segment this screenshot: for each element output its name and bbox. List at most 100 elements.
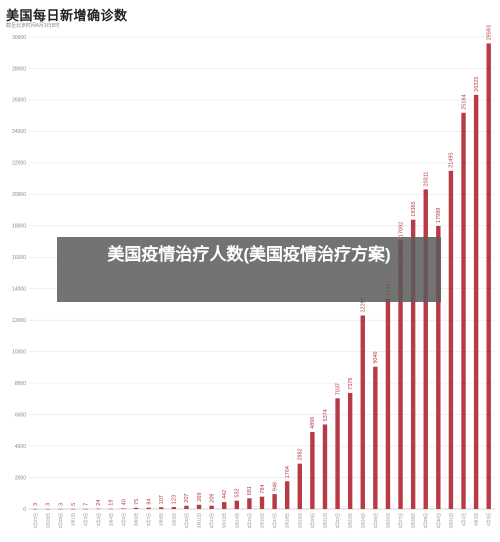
bar — [70, 508, 76, 510]
bar — [146, 507, 151, 509]
bar — [448, 170, 454, 509]
bar — [159, 507, 164, 509]
x-tick-label: 3月22日 — [335, 513, 341, 528]
chart-subtitle: 截至北京时间4月3日8时 — [6, 23, 60, 29]
x-tick-label: 4月1日 — [461, 513, 467, 526]
data-label: 17092 — [398, 222, 404, 237]
y-tick-label: 28000 — [12, 66, 26, 72]
x-tick-label: 3月24日 — [360, 513, 366, 528]
data-label: 25184 — [461, 94, 467, 109]
x-tick-label: 3月31日 — [448, 513, 454, 528]
data-label: 207 — [184, 494, 190, 503]
y-tick-label: 16000 — [12, 255, 26, 261]
x-tick-label: 3月7日 — [146, 513, 152, 526]
data-label: 5 — [71, 503, 77, 506]
bar — [247, 498, 252, 509]
y-tick-label: 10000 — [12, 349, 26, 355]
data-label: 107 — [159, 495, 165, 504]
bar — [133, 507, 139, 509]
x-tick-label: 3月20日 — [310, 513, 316, 528]
x-tick-label: 2月28日 — [45, 513, 51, 528]
x-tick-label: 4月3日 — [486, 513, 492, 526]
bar — [184, 505, 189, 509]
data-label: 19 — [109, 500, 115, 506]
bar — [461, 112, 466, 510]
data-label: 5374 — [323, 409, 329, 421]
data-label: 123 — [172, 495, 178, 504]
bar — [45, 508, 51, 510]
y-tick-label: 6000 — [15, 412, 26, 418]
bar — [373, 366, 378, 509]
data-label: 40 — [121, 499, 127, 505]
x-tick-label: 3月28日 — [411, 513, 417, 528]
data-label: 269 — [197, 493, 203, 502]
x-tick-label: 3月15日 — [247, 513, 253, 528]
bar — [410, 219, 416, 509]
data-label: 3 — [58, 503, 64, 506]
bar — [423, 189, 428, 510]
bar — [398, 240, 403, 509]
x-tick-label: 3月1日 — [71, 513, 77, 526]
data-label: 17989 — [436, 208, 442, 223]
x-tick-label: 3月12日 — [209, 513, 215, 528]
x-tick-label: 3月17日 — [272, 513, 278, 528]
x-tick-label: 4月2日 — [474, 513, 480, 526]
bar — [360, 315, 365, 509]
bar — [58, 508, 63, 510]
x-tick-label: 3月29日 — [423, 513, 429, 528]
bar — [83, 508, 88, 510]
bar — [108, 508, 114, 510]
caption-text: 美国疫情治疗人数(美国疫情治疗方案) — [107, 245, 391, 264]
data-label: 21495 — [449, 153, 455, 168]
x-tick-label: 3月2日 — [83, 513, 89, 526]
y-tick-label: 18000 — [12, 224, 26, 230]
data-label: 20311 — [424, 172, 430, 187]
bar — [347, 392, 353, 509]
x-tick-label: 3月8日 — [159, 513, 165, 526]
data-label: 3 — [33, 503, 39, 506]
data-label: 946 — [272, 482, 278, 491]
bar — [272, 494, 277, 509]
data-label: 7037 — [335, 383, 341, 395]
bar — [121, 508, 126, 509]
x-tick-label: 2月27日 — [33, 513, 39, 528]
data-label: 681 — [247, 486, 253, 495]
y-tick-label: 22000 — [12, 161, 26, 167]
data-label: 4896 — [310, 417, 316, 429]
x-tick-label: 3月13日 — [222, 513, 228, 528]
chart-title: 美国每日新增确诊数 — [6, 8, 128, 23]
bar — [310, 431, 315, 509]
data-label: 1764 — [285, 466, 291, 478]
data-label: 24 — [96, 499, 102, 505]
x-tick-label: 3月5日 — [121, 513, 127, 526]
bar — [209, 505, 214, 509]
x-tick-label: 3月19日 — [297, 513, 303, 528]
data-label: 18385 — [411, 201, 417, 216]
data-label: 2882 — [298, 448, 304, 460]
bar — [222, 502, 227, 509]
bar — [335, 398, 340, 509]
data-label: 3 — [46, 503, 52, 506]
data-label: 84 — [146, 499, 152, 505]
data-label: 26325 — [474, 77, 480, 92]
y-tick-label: 2000 — [15, 475, 26, 481]
bar — [171, 507, 177, 509]
bar — [486, 43, 491, 509]
y-tick-label: 20000 — [12, 192, 26, 198]
y-tick-label: 0 — [23, 507, 26, 513]
data-label: 29593 — [487, 25, 493, 40]
x-tick-label: 3月18日 — [285, 513, 291, 528]
bar — [259, 496, 265, 509]
x-tick-label: 3月27日 — [398, 513, 404, 528]
bar — [234, 500, 240, 509]
data-label: 7378 — [348, 378, 354, 390]
y-tick-label: 30000 — [12, 35, 26, 41]
bar — [473, 94, 479, 509]
x-tick-label: 3月14日 — [234, 513, 240, 528]
data-label: 9046 — [373, 351, 379, 363]
x-tick-label: 3月3日 — [96, 513, 102, 526]
bar — [297, 463, 302, 509]
bar — [436, 225, 441, 509]
data-label: 75 — [134, 499, 140, 505]
bar — [96, 508, 101, 510]
